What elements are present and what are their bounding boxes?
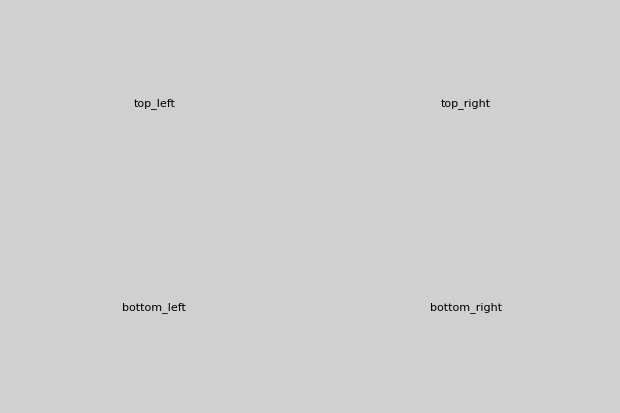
Text: top_right: top_right (441, 98, 490, 109)
Text: bottom_left: bottom_left (122, 302, 187, 313)
Text: top_left: top_left (133, 98, 175, 109)
Text: bottom_right: bottom_right (430, 302, 502, 313)
